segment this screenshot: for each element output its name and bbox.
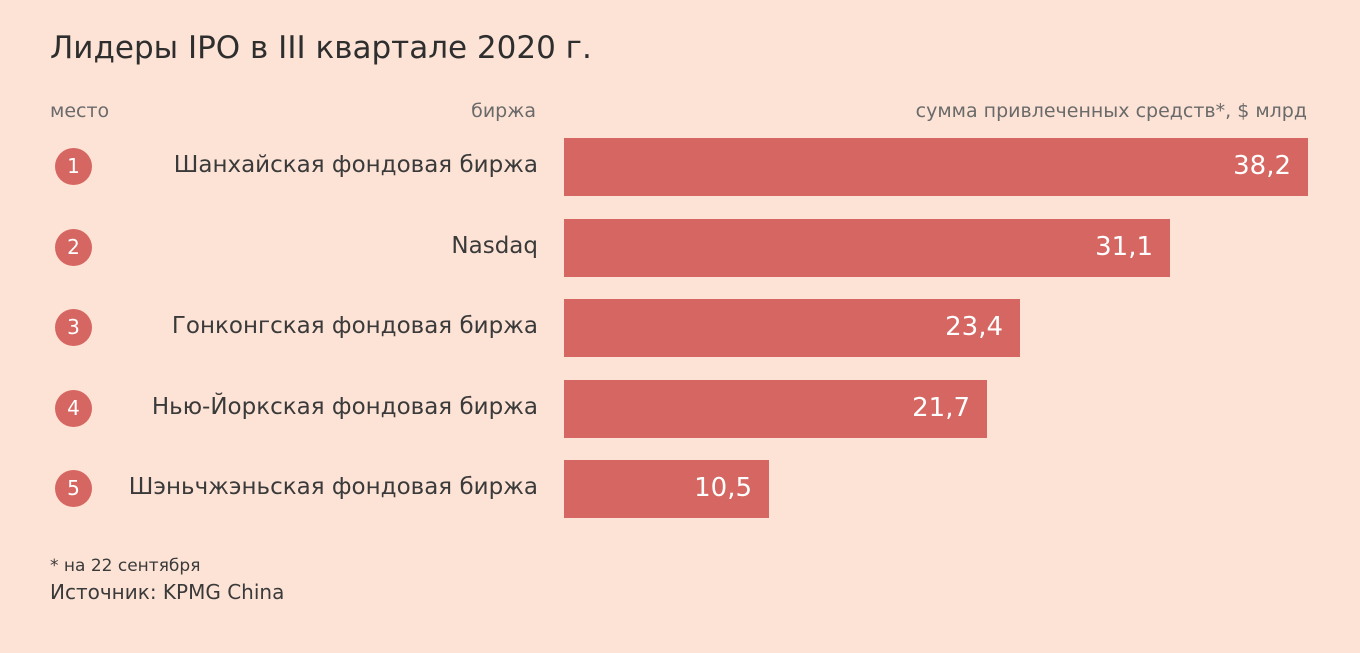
bar: 31,1 [564, 218, 1170, 277]
bar: 38,2 [564, 138, 1308, 196]
rank-badge: 5 [55, 470, 92, 507]
bar-row: 5 Шэньчжэньская фондовая биржа 10,5 [0, 460, 1360, 518]
rank-badge: 3 [55, 309, 92, 346]
bar-value-label: 31,1 [1095, 231, 1153, 262]
source-note: Источник: KPMG China [50, 580, 285, 604]
footnote: * на 22 сентября [50, 556, 201, 576]
bar-row: 3 Гонконгская фондовая биржа 23,4 [0, 299, 1360, 357]
rank-column-header: место [50, 100, 110, 122]
category-label: Гонконгская фондовая биржа [171, 313, 538, 339]
value-column-header: сумма привлеченных средств*, $ млрд [915, 100, 1307, 122]
exchange-column-header: биржа [471, 100, 536, 122]
bar-value-label: 10,5 [694, 473, 752, 503]
bar: 23,4 [564, 299, 1020, 357]
rank-badge: 1 [55, 148, 92, 185]
category-label: Nasdaq [451, 232, 538, 259]
bar-row: 1 Шанхайская фондовая биржа 38,2 [0, 138, 1360, 196]
bar: 10,5 [564, 460, 769, 518]
bar-value-label: 23,4 [945, 312, 1003, 342]
rank-badge: 2 [55, 228, 92, 266]
bar: 21,7 [564, 379, 987, 438]
category-label: Нью-Йоркская фондовая биржа [151, 393, 538, 420]
rank-badge: 4 [55, 389, 92, 427]
bar-value-label: 21,7 [912, 392, 970, 423]
category-label: Шэньчжэньская фондовая биржа [128, 474, 538, 500]
chart-title: Лидеры IPO в III квартале 2020 г. [50, 30, 592, 66]
bar-row: 2 Nasdaq 31,1 [0, 218, 1360, 277]
category-label: Шанхайская фондовая биржа [173, 152, 538, 178]
bar-row: 4 Нью-Йоркская фондовая биржа 21,7 [0, 379, 1360, 438]
bar-value-label: 38,2 [1233, 151, 1291, 181]
